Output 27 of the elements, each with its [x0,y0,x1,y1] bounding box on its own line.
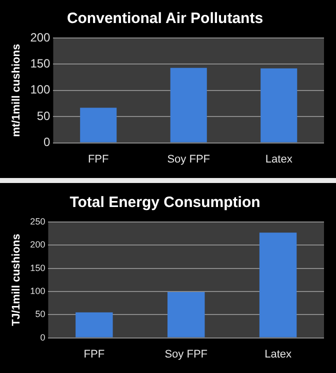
bar [170,68,207,142]
bar [167,292,205,338]
y-axis-title: TJ/1mill cushions [10,234,23,326]
bar [76,312,113,338]
y-tick-label: 0 [40,332,46,342]
bar [80,108,117,142]
y-tick-label: 0 [44,135,51,150]
y-axis-title: mt/1mill cushions [10,44,23,137]
y-tick-label: 100 [30,82,51,97]
y-tick-label: 50 [36,108,51,123]
x-tick-label: Soy FPF [167,153,210,166]
y-tick-label: 100 [30,286,46,296]
x-tick-label: Soy FPF [164,348,208,360]
y-tick-label: 50 [35,309,46,320]
bar [260,68,298,142]
x-tick-label: Latex [264,348,292,360]
y-tick-label: 200 [30,240,46,250]
x-tick-label: FPF [84,348,105,360]
chart-title: Total Energy Consumption [70,194,260,212]
y-tick-label: 200 [30,30,51,44]
y-tick-label: 150 [30,262,46,273]
y-tick-label: 150 [30,56,51,71]
x-tick-label: Latex [265,153,293,166]
x-tick-label: FPF [88,153,110,166]
chart-title: Conventional Air Pollutants [66,10,264,28]
y-tick-label: 250 [30,216,46,226]
bar [259,232,297,338]
